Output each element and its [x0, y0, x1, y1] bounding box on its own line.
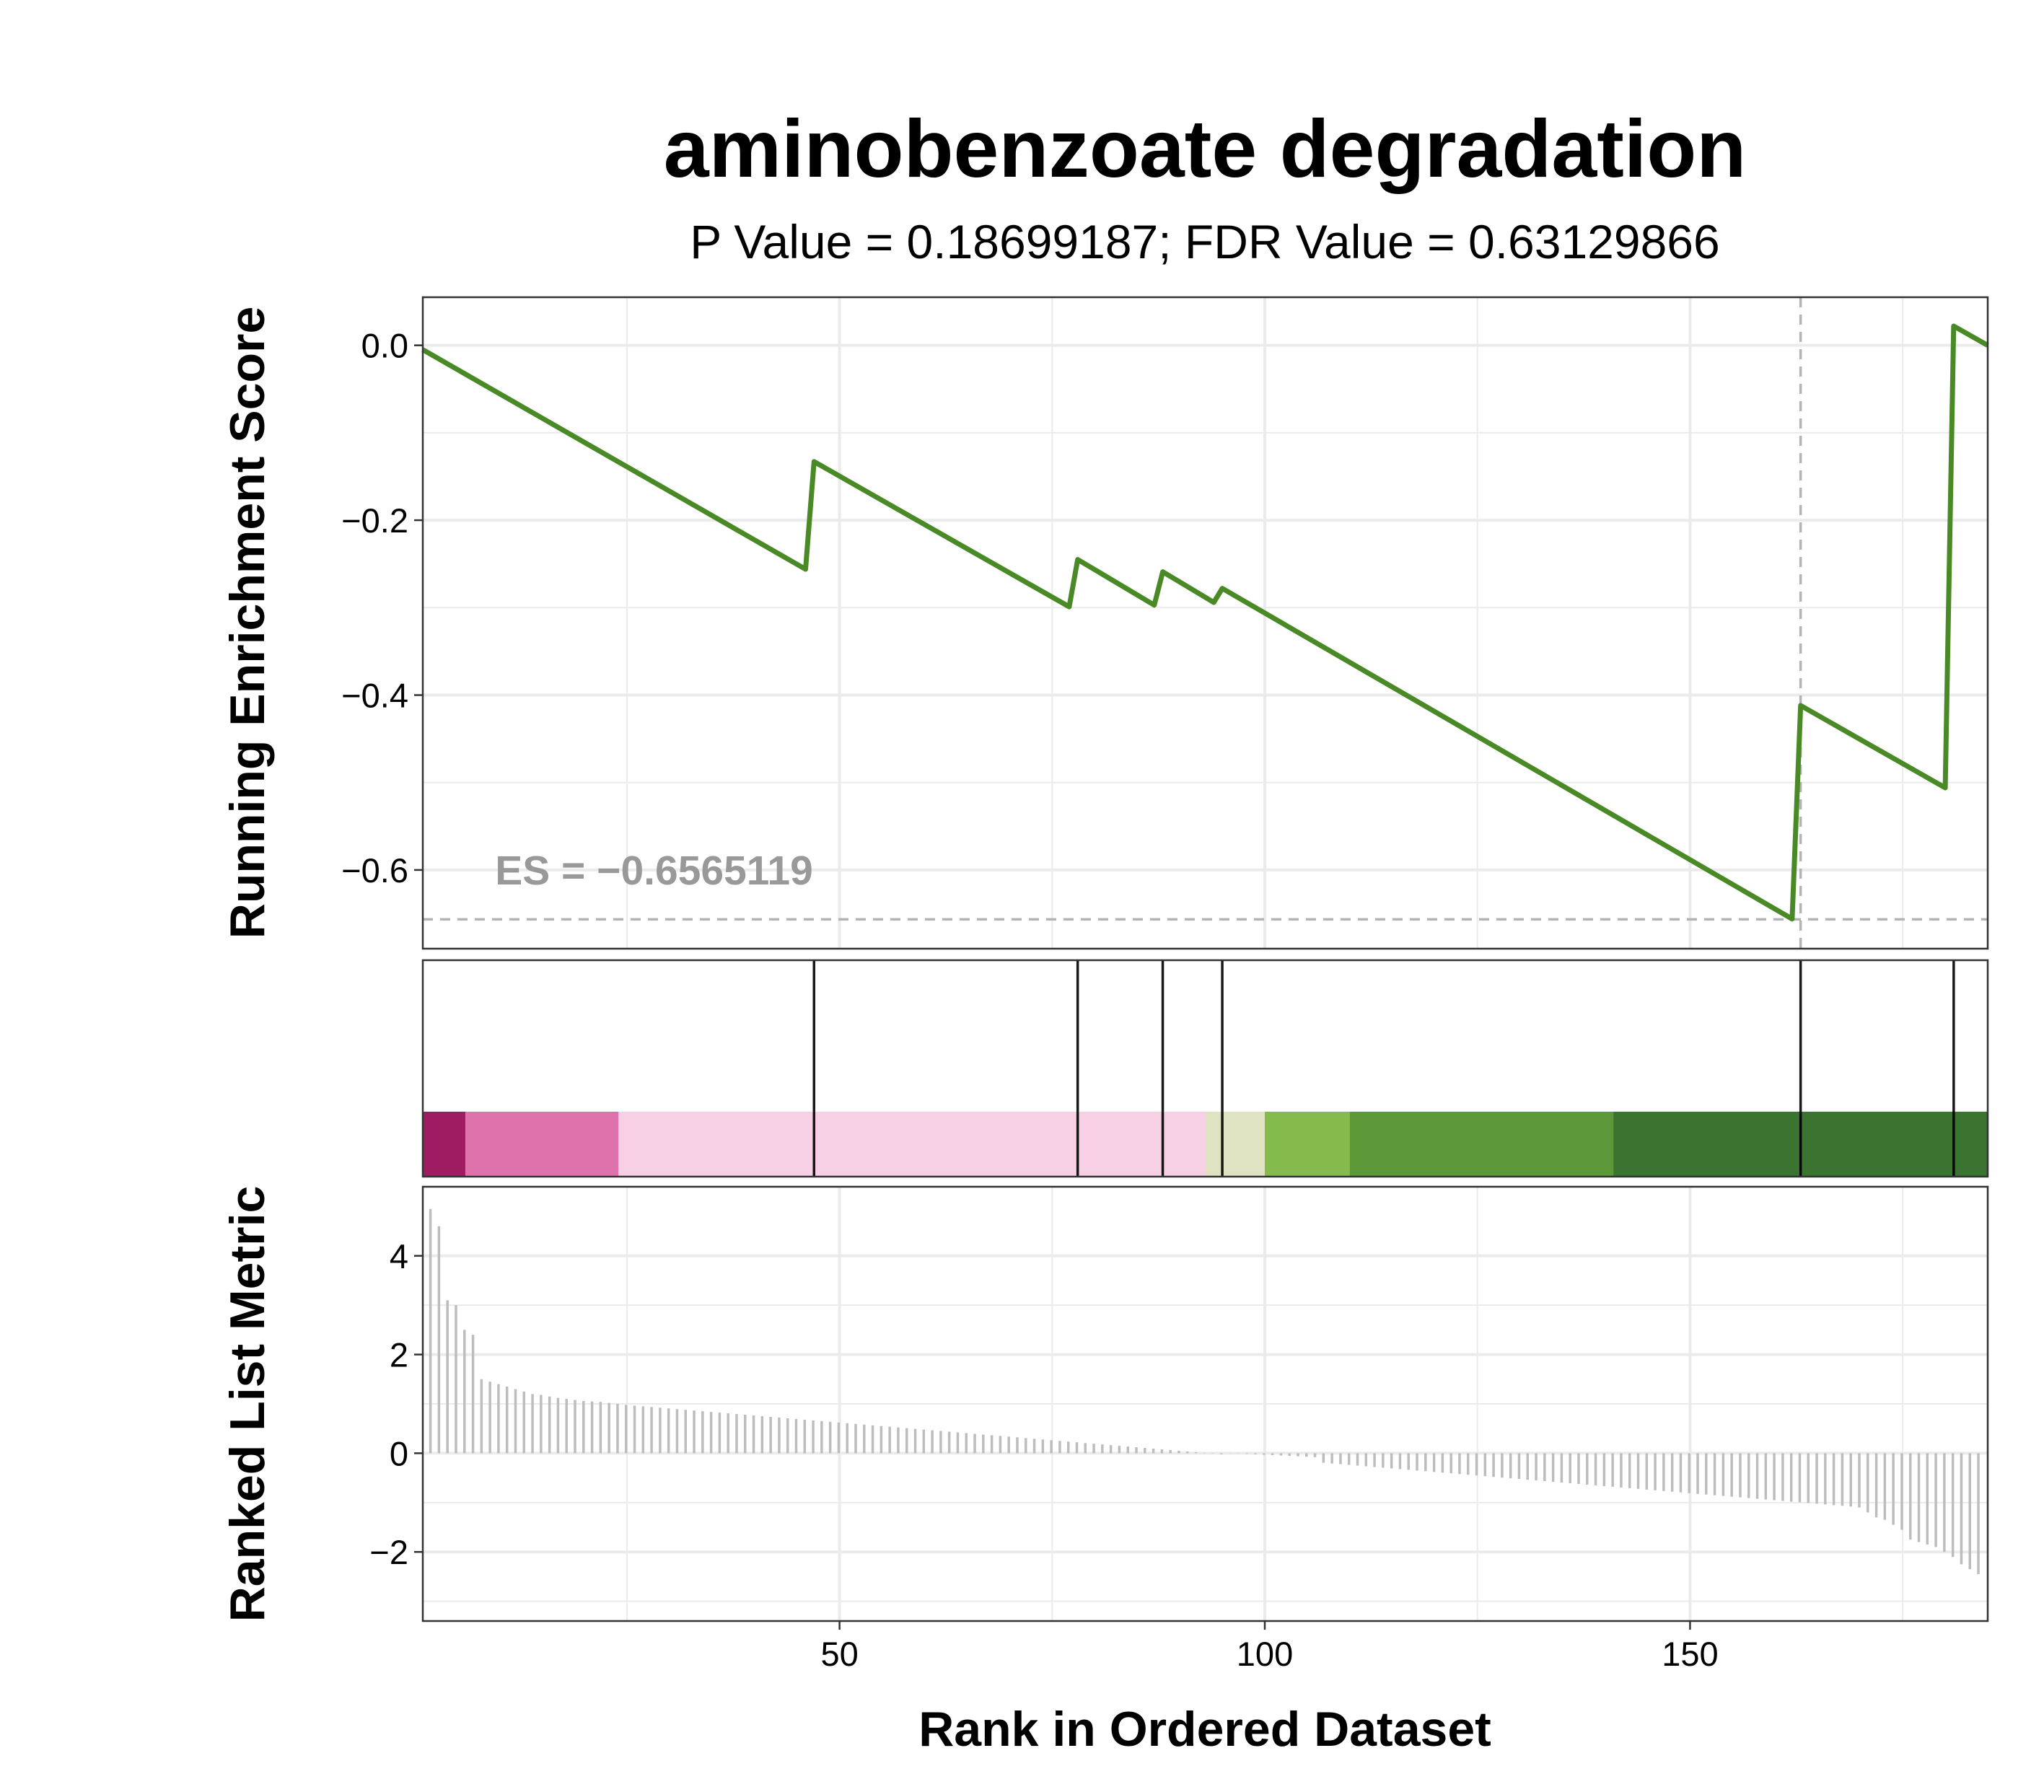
metric-y-tick-label: 4 [390, 1237, 408, 1275]
metric-gridlines [423, 1187, 1988, 1621]
heat-band [1265, 1112, 1351, 1177]
metric-y-tick-label: 0 [390, 1434, 408, 1472]
x-axis-label: Rank in Ordered Dataset [918, 1702, 1491, 1757]
metric-panel-border [421, 1185, 1989, 1622]
enrichment-y-tick-label: −0.2 [341, 501, 408, 540]
x-tick-label: 150 [1662, 1635, 1718, 1673]
es-annotation: ES = −0.6565119 [495, 848, 813, 894]
hits-panel-border [421, 959, 1989, 1178]
metric-panel: 4 2 0 −2 50 100 150 Ranked List Metric Rank i… [220, 1185, 1989, 1757]
gene-hit-lines [812, 960, 1955, 1177]
heat-band [1205, 1112, 1266, 1177]
metric-y-axis-label: Ranked List Metric [220, 1186, 275, 1622]
hits-panel [421, 959, 1989, 1178]
enrichment-panel-background [423, 297, 1988, 949]
heat-band [618, 1112, 1206, 1177]
metric-bars [429, 1208, 1980, 1575]
enrichment-y-axis-label: Running Enrichment Score [220, 307, 275, 939]
x-tick-label: 50 [820, 1635, 858, 1673]
metric-y-axis: 4 2 0 −2 [369, 1237, 423, 1571]
enrichment-y-axis: 0.0 −0.2 −0.4 −0.6 [341, 327, 423, 890]
heat-band [465, 1112, 619, 1177]
running-enrichment-curve [421, 323, 1989, 922]
enrichment-y-tick-label: −0.4 [341, 676, 408, 714]
enrichment-y-tick-label: −0.6 [341, 851, 408, 890]
enrichment-reference-lines [423, 297, 1988, 949]
rank-heat-bar [423, 1112, 1988, 1177]
enrichment-panel-border [421, 296, 1989, 950]
metric-y-tick-label: 2 [390, 1336, 408, 1374]
enrichment-panel: ES = −0.6565119 0.0 −0.2 −0.4 −0.6 Running … [220, 296, 1989, 950]
heat-band [1349, 1112, 1614, 1177]
enrichment-y-tick-label: 0.0 [361, 327, 408, 365]
metric-y-tick-label: −2 [369, 1533, 408, 1571]
chart-subtitle: P Value = 0.18699187; FDR Value = 0.6312… [690, 215, 1719, 268]
chart-title: aminobenzoate degradation [664, 103, 1747, 194]
enrichment-gridlines [423, 297, 1988, 949]
x-tick-label: 100 [1237, 1635, 1293, 1673]
x-axis: 50 100 150 [820, 1621, 1719, 1673]
heat-band [423, 1112, 466, 1177]
